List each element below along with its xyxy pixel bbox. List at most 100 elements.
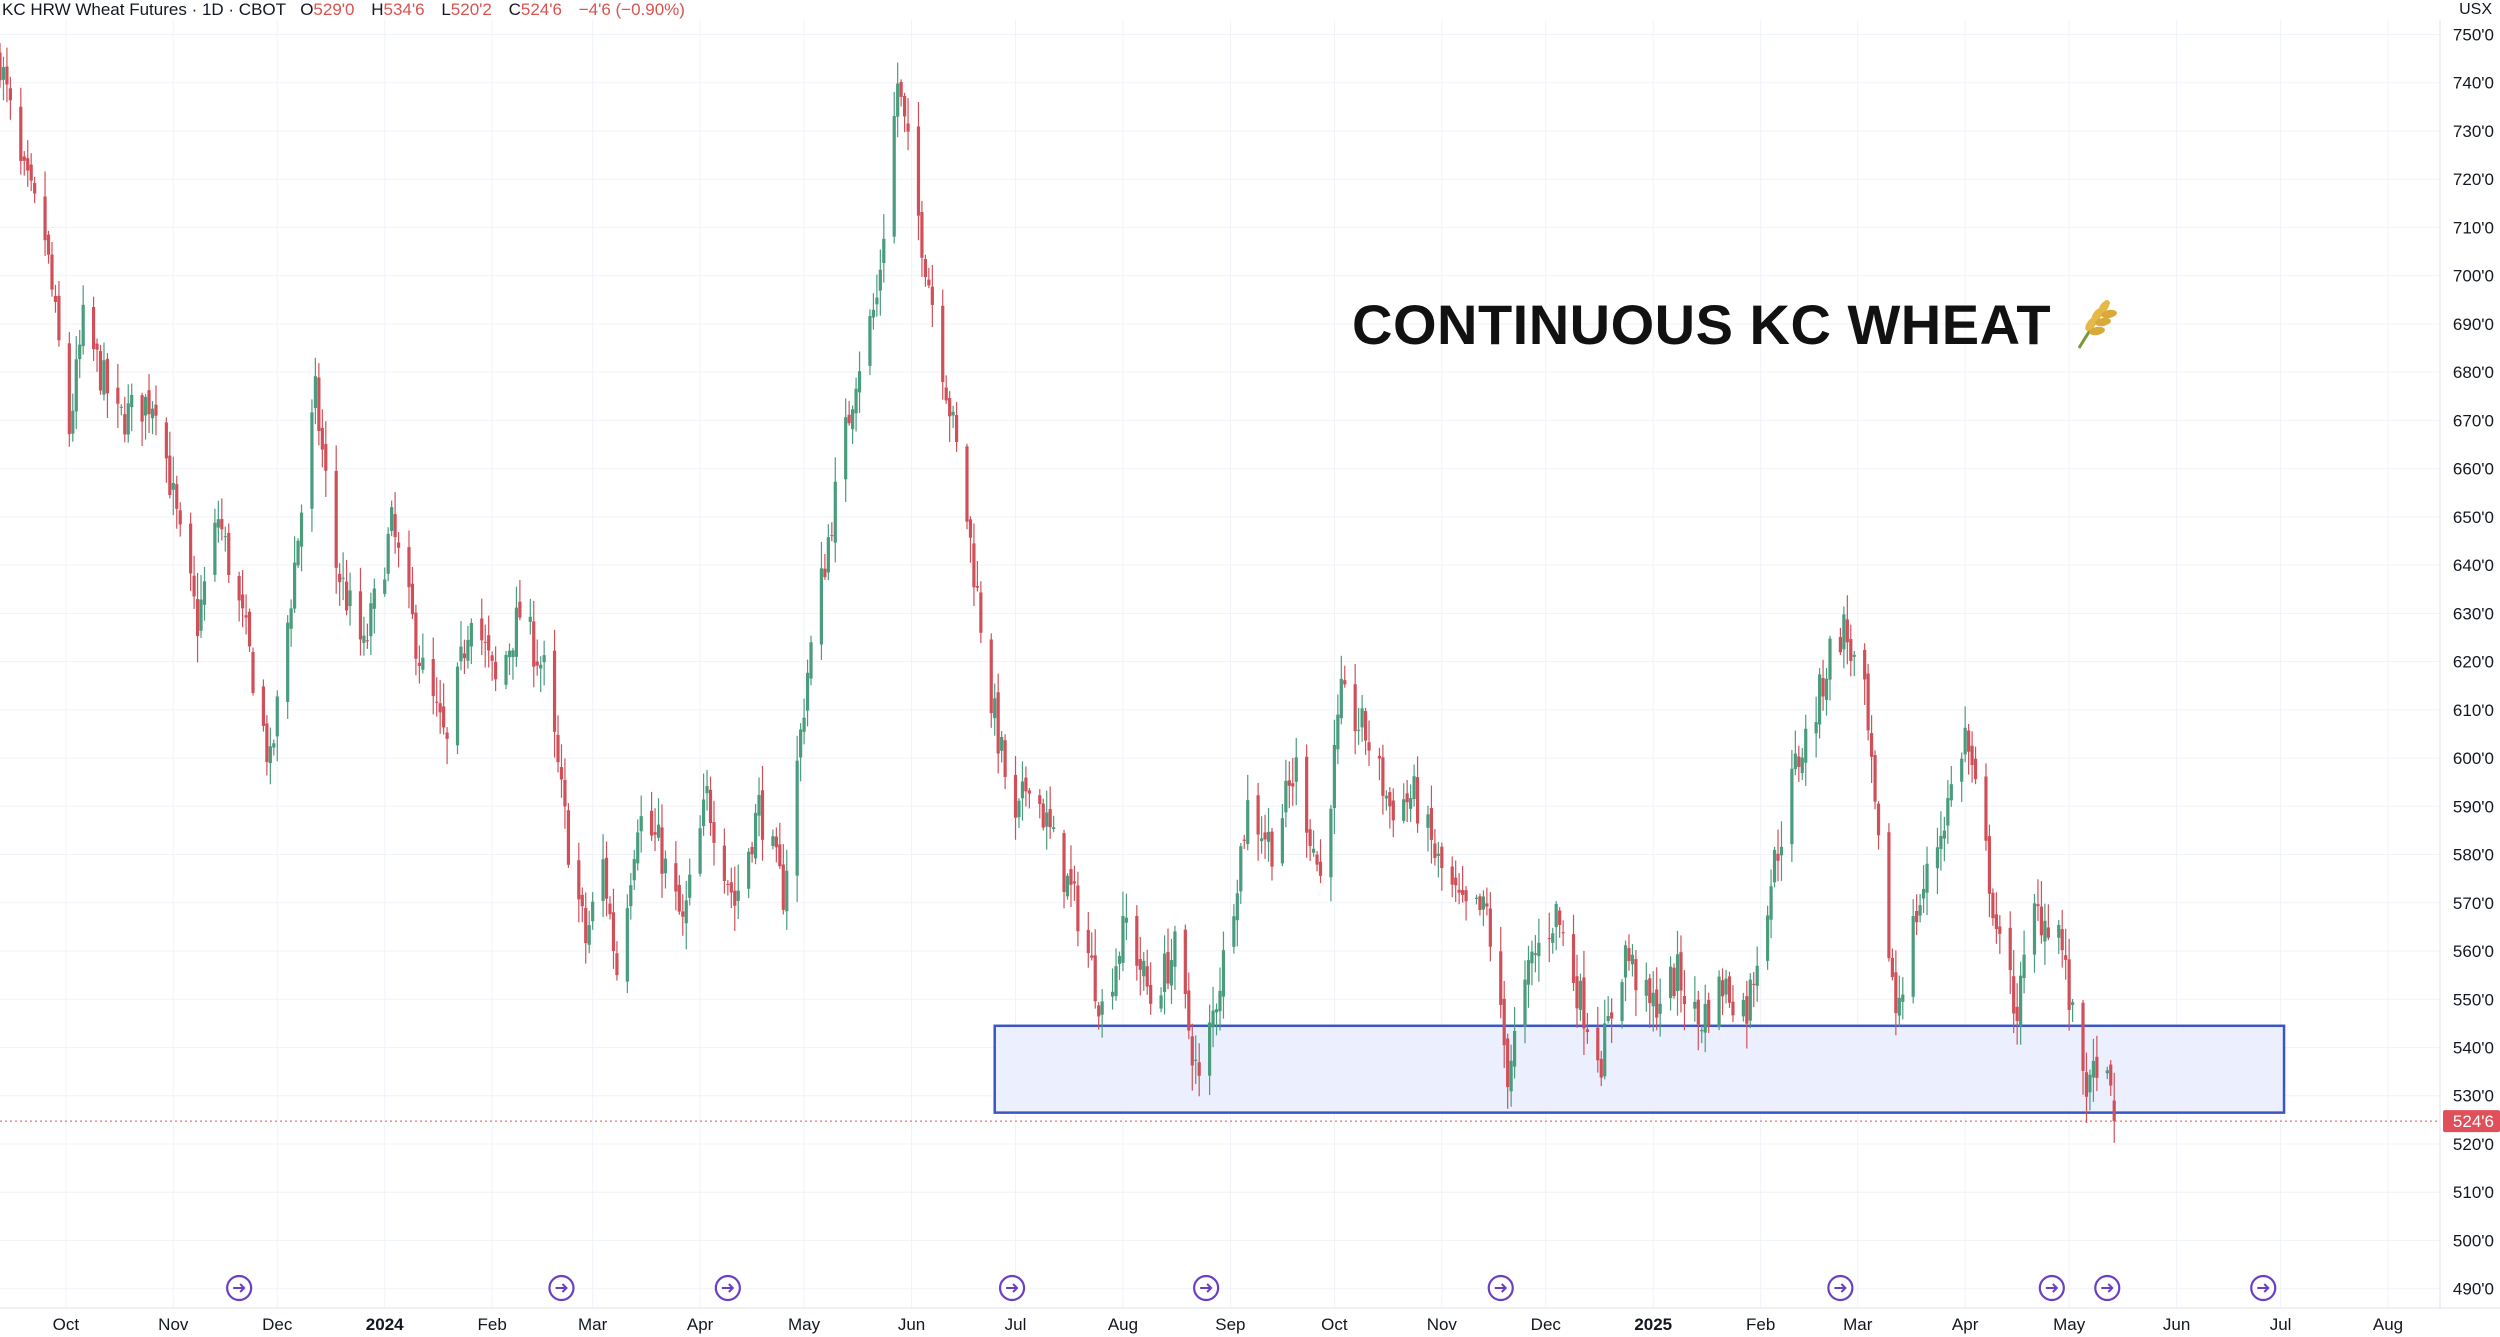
candle-body: [1256, 795, 1260, 835]
event-marker-icon[interactable]: [1827, 1274, 1854, 1302]
time-tick-label: Dec: [1531, 1315, 1562, 1334]
last-price-label[interactable]: 524'6: [2453, 1112, 2494, 1131]
candle-body: [1183, 929, 1187, 995]
candle-body: [442, 706, 446, 728]
candle-body: [123, 414, 127, 435]
candle-body: [972, 543, 976, 588]
candle-body: [944, 387, 948, 401]
candle-body: [823, 568, 827, 578]
candle-body: [1415, 777, 1420, 824]
candle-body: [1474, 897, 1479, 899]
candle-body: [431, 659, 435, 697]
candle-body: [875, 297, 879, 305]
event-marker-icon[interactable]: [1193, 1274, 1220, 1302]
support-zone[interactable]: [993, 1024, 2286, 1114]
candle-body: [847, 414, 851, 424]
candle-body: [1194, 1059, 1198, 1061]
event-marker-icon[interactable]: [2250, 1274, 2277, 1302]
candle-body: [1041, 803, 1045, 828]
candle-body: [844, 417, 848, 480]
support-zone-rect[interactable]: [993, 1024, 2286, 1114]
candle-body: [265, 723, 269, 763]
candle-body: [941, 305, 945, 382]
candle-body: [868, 316, 872, 366]
candle-body: [1682, 996, 1687, 1005]
candle-body: [965, 446, 969, 522]
candle-body: [535, 661, 539, 666]
candle-body: [1752, 983, 1756, 985]
candle-body: [1731, 1001, 1735, 1016]
candle-body: [903, 96, 907, 117]
candle-body: [1994, 914, 1998, 930]
time-tick-label: 2025: [1634, 1315, 1672, 1334]
time-tick-label: May: [788, 1315, 821, 1334]
candle-body: [975, 586, 979, 588]
candle-body: [722, 845, 726, 882]
time-tick-label: Jul: [1005, 1315, 1027, 1334]
time-tick-label: Jun: [898, 1315, 925, 1334]
candle-body: [1970, 745, 1974, 766]
candle-body: [310, 412, 314, 509]
candle-body: [1824, 678, 1829, 700]
candle-body: [1343, 680, 1347, 685]
event-marker-icon[interactable]: [998, 1274, 1026, 1302]
candle-body: [1121, 915, 1125, 963]
price-axis[interactable]: 490'0 500'0 510'0 520'0 530'0 540'0 550'0 560'0…: [2439, 0, 2500, 1337]
candle-body: [171, 483, 175, 490]
candle-body: [1610, 1012, 1614, 1019]
candle-body: [147, 390, 151, 415]
candle-body: [1291, 783, 1295, 787]
time-tick-label: Jun: [2163, 1315, 2190, 1334]
candle-body: [1367, 742, 1371, 751]
candle-body: [1062, 833, 1066, 892]
event-marker-icon[interactable]: [2094, 1274, 2121, 1302]
candle-body: [1627, 948, 1631, 962]
time-tick-label: Jul: [2270, 1315, 2292, 1334]
candle-body: [1086, 929, 1090, 954]
candle-body: [1003, 740, 1007, 777]
time-axis[interactable]: Oct Nov Dec 2024 Feb Mar Apr May Jun Jul Aug Sep Oct…: [0, 1307, 2500, 1337]
candle-body: [272, 743, 276, 748]
candle-body: [542, 655, 546, 663]
candle-body: [192, 575, 196, 597]
candle-body: [1305, 756, 1309, 833]
candle-body: [1700, 1029, 1704, 1032]
candle-body: [615, 953, 619, 976]
candle-body: [414, 612, 418, 659]
candle-body: [684, 900, 688, 924]
candle-body: [483, 641, 487, 643]
low-value: 520'2: [450, 0, 492, 19]
candle-body: [677, 884, 681, 912]
candle-body: [445, 732, 449, 739]
candle-body: [490, 655, 494, 661]
candle-body: [968, 519, 973, 538]
candle-body: [421, 657, 425, 670]
candle-body: [362, 635, 366, 643]
symbol-name[interactable]: KC HRW Wheat Futures · 1D · CBOT: [2, 0, 287, 19]
event-marker-icon[interactable]: [548, 1274, 575, 1302]
event-marker-icon[interactable]: [2038, 1274, 2065, 1302]
candle-body: [1149, 984, 1153, 1004]
candle-body: [1849, 638, 1853, 661]
candle-body: [1672, 967, 1676, 997]
candle-body: [1259, 838, 1264, 842]
candle-body: [920, 212, 924, 258]
candle-body: [1377, 755, 1382, 759]
candle-body: [168, 455, 172, 495]
event-marker-icon[interactable]: [226, 1274, 253, 1302]
candle-body: [2095, 1056, 2099, 1078]
event-markers[interactable]: [226, 1274, 2277, 1302]
candle-body: [2043, 920, 2047, 942]
candle-body: [261, 686, 266, 726]
candle-body: [1991, 892, 1995, 919]
candle-body: [857, 371, 862, 393]
candle-body: [871, 309, 876, 318]
currency-label[interactable]: USX: [2459, 1, 2492, 18]
last-price-tag[interactable]: [2443, 1110, 2500, 1133]
candle-body: [1606, 1016, 1610, 1022]
candle-body: [1384, 795, 1388, 799]
candle-body: [1208, 1022, 1212, 1076]
event-marker-icon[interactable]: [714, 1274, 741, 1302]
event-marker-icon[interactable]: [1487, 1274, 1514, 1302]
